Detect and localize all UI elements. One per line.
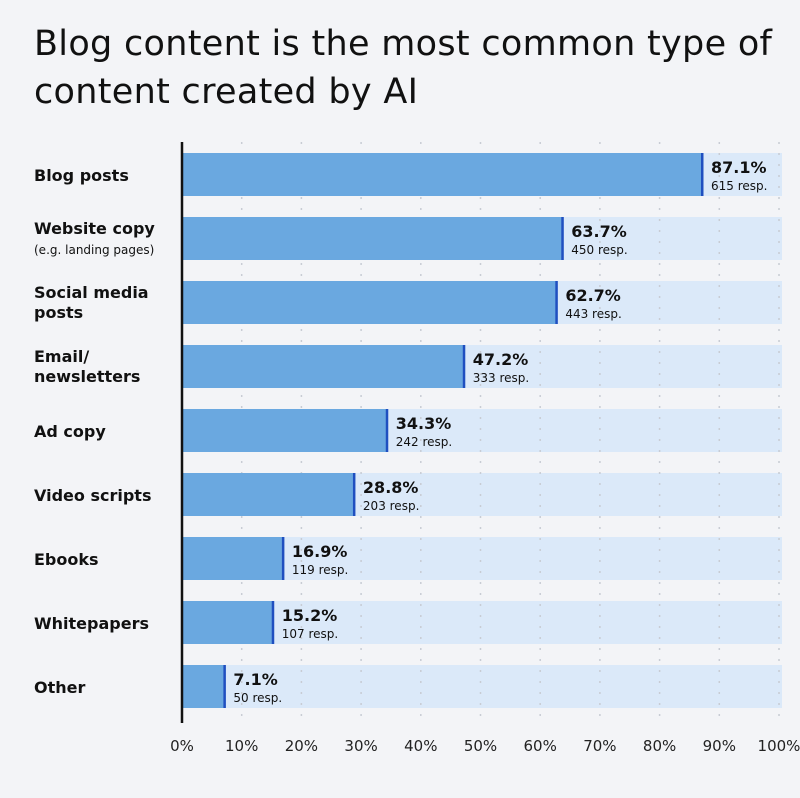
x-tick-label: 50% xyxy=(464,737,497,755)
x-tick-label: 60% xyxy=(524,737,557,755)
bar-end-marker xyxy=(223,665,226,708)
category-label: Ad copy xyxy=(34,422,106,441)
value-label: 87.1% xyxy=(711,158,767,177)
category-label: Ebooks xyxy=(34,550,99,569)
category-label: Website copy xyxy=(34,219,155,238)
responses-label: 333 resp. xyxy=(473,371,529,385)
value-label: 15.2% xyxy=(282,606,338,625)
value-label: 62.7% xyxy=(565,286,621,305)
responses-label: 242 resp. xyxy=(396,435,452,449)
responses-label: 119 resp. xyxy=(292,563,348,577)
responses-label: 443 resp. xyxy=(565,307,621,321)
x-tick-label: 30% xyxy=(344,737,377,755)
responses-label: 107 resp. xyxy=(282,627,338,641)
category-label: Blog posts xyxy=(34,166,129,185)
category-label: Email/newsletters xyxy=(34,347,140,386)
value-label: 16.9% xyxy=(292,542,348,561)
x-tick-label: 90% xyxy=(703,737,736,755)
responses-label: 50 resp. xyxy=(233,691,282,705)
x-tick-label: 80% xyxy=(643,737,676,755)
x-tick-label: 20% xyxy=(285,737,318,755)
bar-track xyxy=(182,601,782,644)
bar xyxy=(182,345,464,388)
category-sublabel: (e.g. landing pages) xyxy=(34,243,154,257)
value-label: 7.1% xyxy=(233,670,277,689)
bar xyxy=(182,601,273,644)
bar-end-marker xyxy=(385,409,389,452)
value-label: 63.7% xyxy=(571,222,627,241)
x-tick-label: 40% xyxy=(404,737,437,755)
x-tick-label: 10% xyxy=(225,737,258,755)
bar-end-marker xyxy=(561,217,564,260)
bar xyxy=(182,473,354,516)
bar xyxy=(182,281,557,324)
chart-title: Blog content is the most common type of … xyxy=(34,24,773,112)
x-tick-label: 100% xyxy=(758,737,800,755)
bar xyxy=(182,409,387,452)
bar-track xyxy=(182,665,782,708)
category-label: Other xyxy=(34,678,85,697)
bar-end-marker xyxy=(462,345,466,388)
x-tick-label: 0% xyxy=(170,737,194,755)
value-label: 28.8% xyxy=(363,478,419,497)
category-label: Video scripts xyxy=(34,486,151,505)
value-label: 34.3% xyxy=(396,414,452,433)
responses-label: 450 resp. xyxy=(571,243,627,257)
bar-end-marker xyxy=(352,473,356,516)
bar xyxy=(182,537,283,580)
bar xyxy=(182,153,702,196)
category-label: Social media posts xyxy=(34,283,149,322)
bar-end-marker xyxy=(700,153,704,196)
responses-label: 615 resp. xyxy=(711,179,767,193)
value-label: 47.2% xyxy=(473,350,529,369)
bar xyxy=(182,665,225,708)
bar-end-marker xyxy=(271,601,275,644)
bar-end-marker xyxy=(555,281,558,324)
x-tick-label: 70% xyxy=(583,737,616,755)
bar-end-marker xyxy=(281,537,285,580)
responses-label: 203 resp. xyxy=(363,499,419,513)
category-label: Whitepapers xyxy=(34,614,149,633)
bar xyxy=(182,217,563,260)
